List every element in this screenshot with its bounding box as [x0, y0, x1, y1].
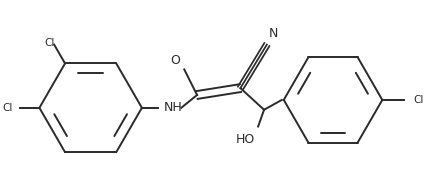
Text: Cl: Cl: [414, 95, 424, 105]
Text: NH: NH: [164, 101, 182, 114]
Text: N: N: [269, 27, 279, 40]
Text: Cl: Cl: [44, 38, 54, 48]
Text: O: O: [170, 54, 180, 67]
Text: HO: HO: [236, 133, 255, 146]
Text: Cl: Cl: [3, 103, 13, 113]
